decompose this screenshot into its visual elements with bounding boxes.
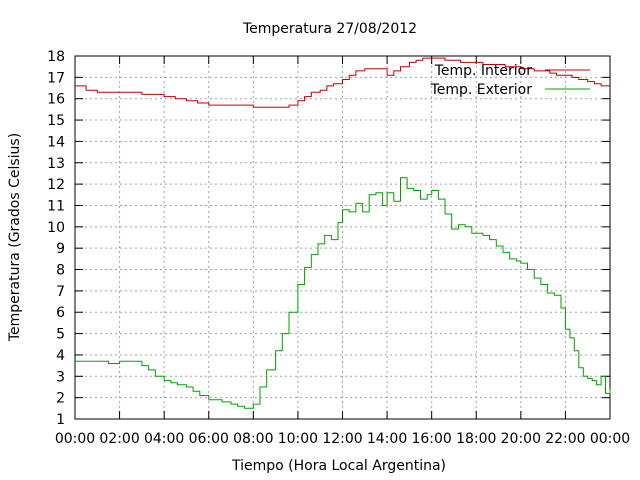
y-tick-label: 3	[56, 369, 65, 385]
x-tick-label: 14:00	[367, 431, 407, 447]
legend-label-interior: Temp. Interior	[434, 63, 533, 79]
y-tick-label: 11	[47, 198, 65, 214]
x-tick-label: 00:00	[55, 431, 95, 447]
x-tick-label: 18:00	[456, 431, 496, 447]
y-tick-label: 7	[56, 284, 65, 300]
y-tick-label: 10	[47, 220, 65, 236]
series-line-interior	[75, 57, 610, 108]
x-tick-label: 20:00	[501, 431, 541, 447]
x-tick-label: 10:00	[278, 431, 318, 447]
y-tick-label: 1	[56, 412, 65, 428]
x-axis-label: Tiempo (Hora Local Argentina)	[231, 458, 446, 474]
y-tick-label: 6	[56, 305, 65, 321]
y-tick-label: 16	[47, 92, 65, 108]
x-tick-label: 22:00	[545, 431, 585, 447]
y-tick-label: 2	[56, 391, 65, 407]
y-tick-label: 15	[47, 113, 65, 129]
grid-layer	[75, 56, 610, 419]
series-layer	[75, 57, 611, 409]
y-tick-label: 4	[56, 348, 65, 364]
series-line-exterior	[75, 177, 611, 409]
x-tick-label: 12:00	[322, 431, 362, 447]
y-tick-label: 13	[47, 156, 65, 172]
legend-label-exterior: Temp. Exterior	[430, 82, 533, 98]
chart-title: Temperatura 27/08/2012	[242, 21, 417, 37]
x-tick-label: 02:00	[99, 431, 139, 447]
y-tick-label: 12	[47, 177, 65, 193]
x-tick-label: 08:00	[233, 431, 273, 447]
x-tick-label: 04:00	[144, 431, 184, 447]
y-tick-label: 18	[47, 49, 65, 65]
y-tick-label: 8	[56, 263, 65, 279]
x-tick-label: 16:00	[411, 431, 451, 447]
y-tick-label: 9	[56, 241, 65, 257]
y-tick-label: 17	[47, 70, 65, 86]
y-axis-label: Temperatura (Grados Celsius)	[7, 133, 23, 342]
y-tick-label: 14	[47, 134, 65, 150]
legend: Temp. Interior Temp. Exterior	[430, 63, 590, 98]
x-tick-label: 06:00	[189, 431, 229, 447]
x-tick-label: 00:00	[590, 431, 630, 447]
y-tick-label: 5	[56, 327, 65, 343]
